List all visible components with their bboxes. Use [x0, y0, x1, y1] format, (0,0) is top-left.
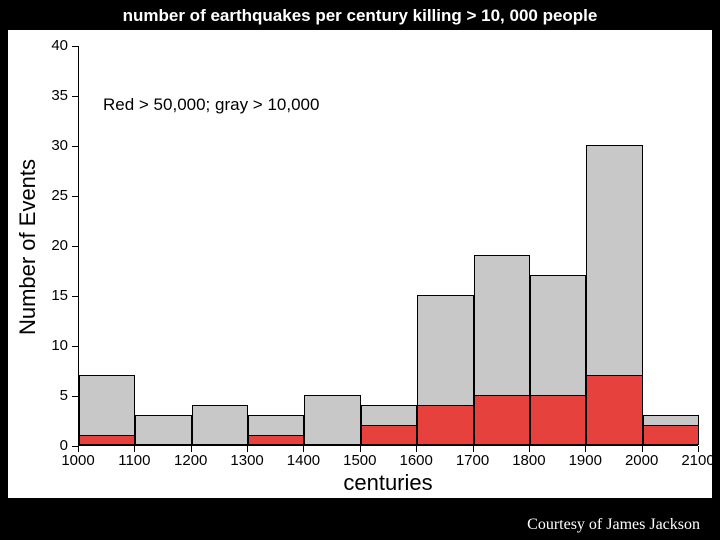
x-tick-label: 1400	[281, 452, 325, 469]
x-tick-label: 2000	[620, 452, 664, 469]
x-tick-label: 1000	[56, 452, 100, 469]
x-tick-label: 1300	[225, 452, 269, 469]
x-tick-label: 1200	[169, 452, 213, 469]
y-tick	[72, 396, 78, 397]
bar-red	[530, 395, 586, 445]
bar-red	[79, 435, 135, 445]
bar-red	[361, 425, 417, 445]
y-tick-label: 15	[38, 287, 68, 304]
y-tick	[72, 296, 78, 297]
y-tick-label: 10	[38, 337, 68, 354]
y-tick-label: 20	[38, 237, 68, 254]
y-tick	[72, 346, 78, 347]
bar-red	[417, 405, 473, 445]
bar-red	[586, 375, 642, 445]
bar-gray	[135, 415, 191, 445]
y-tick	[72, 46, 78, 47]
x-tick-label: 1900	[563, 452, 607, 469]
slide-title: number of earthquakes per century killin…	[0, 6, 720, 26]
y-tick-label: 40	[38, 37, 68, 54]
y-tick-label: 30	[38, 137, 68, 154]
bar-gray	[192, 405, 248, 445]
y-tick	[72, 196, 78, 197]
y-tick	[72, 146, 78, 147]
x-tick-label: 1100	[112, 452, 156, 469]
y-tick	[72, 96, 78, 97]
bar-red	[643, 425, 699, 445]
y-tick-label: 5	[38, 387, 68, 404]
y-tick	[72, 246, 78, 247]
x-axis-label: centuries	[78, 470, 698, 496]
bar-red	[248, 435, 304, 445]
chart-panel: Number of Events centuries Red > 50,000;…	[8, 30, 712, 498]
bar-gray	[304, 395, 360, 445]
plot-area	[78, 46, 698, 446]
y-tick-label: 35	[38, 87, 68, 104]
x-tick-label: 1800	[507, 452, 551, 469]
x-tick-label: 2100	[676, 452, 720, 469]
x-tick-label: 1600	[394, 452, 438, 469]
y-tick-label: 25	[38, 187, 68, 204]
bar-red	[474, 395, 530, 445]
x-tick-label: 1700	[451, 452, 495, 469]
x-tick-label: 1500	[338, 452, 382, 469]
credit-text: Courtesy of James Jackson	[527, 516, 700, 534]
